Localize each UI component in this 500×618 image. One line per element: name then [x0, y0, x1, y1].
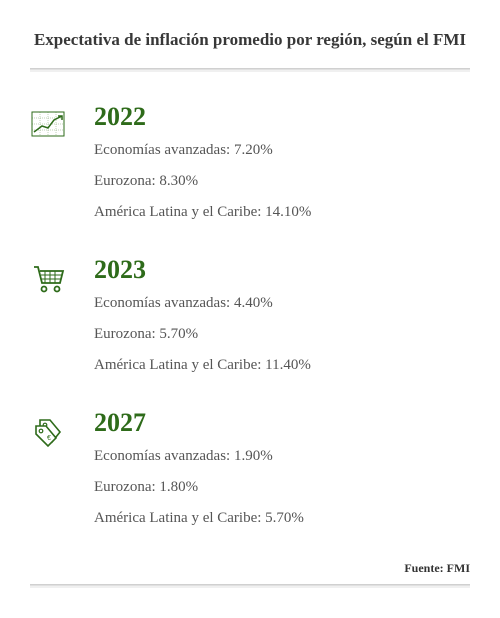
section-2023: 2023 Economías avanzadas: 4.40% Eurozona…	[30, 255, 470, 386]
data-line: América Latina y el Caribe: 11.40%	[94, 355, 311, 376]
tag-icon: €	[30, 414, 66, 450]
data-line: Eurozona: 1.80%	[94, 477, 304, 498]
year-label: 2023	[94, 255, 311, 285]
year-label: 2027	[94, 408, 304, 438]
cart-icon	[30, 261, 66, 297]
section-2027: € 2027 Economías avanzadas: 1.90% Eurozo…	[30, 408, 470, 539]
section-content: 2023 Economías avanzadas: 4.40% Eurozona…	[94, 255, 311, 386]
section-content: 2027 Economías avanzadas: 1.90% Eurozona…	[94, 408, 304, 539]
section-2022: 2022 Economías avanzadas: 7.20% Eurozona…	[30, 102, 470, 233]
infographic-title: Expectativa de inflación promedio por re…	[30, 30, 470, 50]
data-line: Economías avanzadas: 7.20%	[94, 140, 311, 161]
data-line: Economías avanzadas: 1.90%	[94, 446, 304, 467]
top-divider	[30, 68, 470, 72]
data-line: América Latina y el Caribe: 14.10%	[94, 202, 311, 223]
data-line: América Latina y el Caribe: 5.70%	[94, 508, 304, 529]
source-label: Fuente: FMI	[30, 561, 470, 576]
svg-text:€: €	[47, 435, 51, 442]
data-line: Eurozona: 5.70%	[94, 324, 311, 345]
data-line: Economías avanzadas: 4.40%	[94, 293, 311, 314]
section-content: 2022 Economías avanzadas: 7.20% Eurozona…	[94, 102, 311, 233]
bottom-divider	[30, 584, 470, 588]
data-line: Eurozona: 8.30%	[94, 171, 311, 192]
chart-icon	[30, 108, 66, 144]
year-label: 2022	[94, 102, 311, 132]
